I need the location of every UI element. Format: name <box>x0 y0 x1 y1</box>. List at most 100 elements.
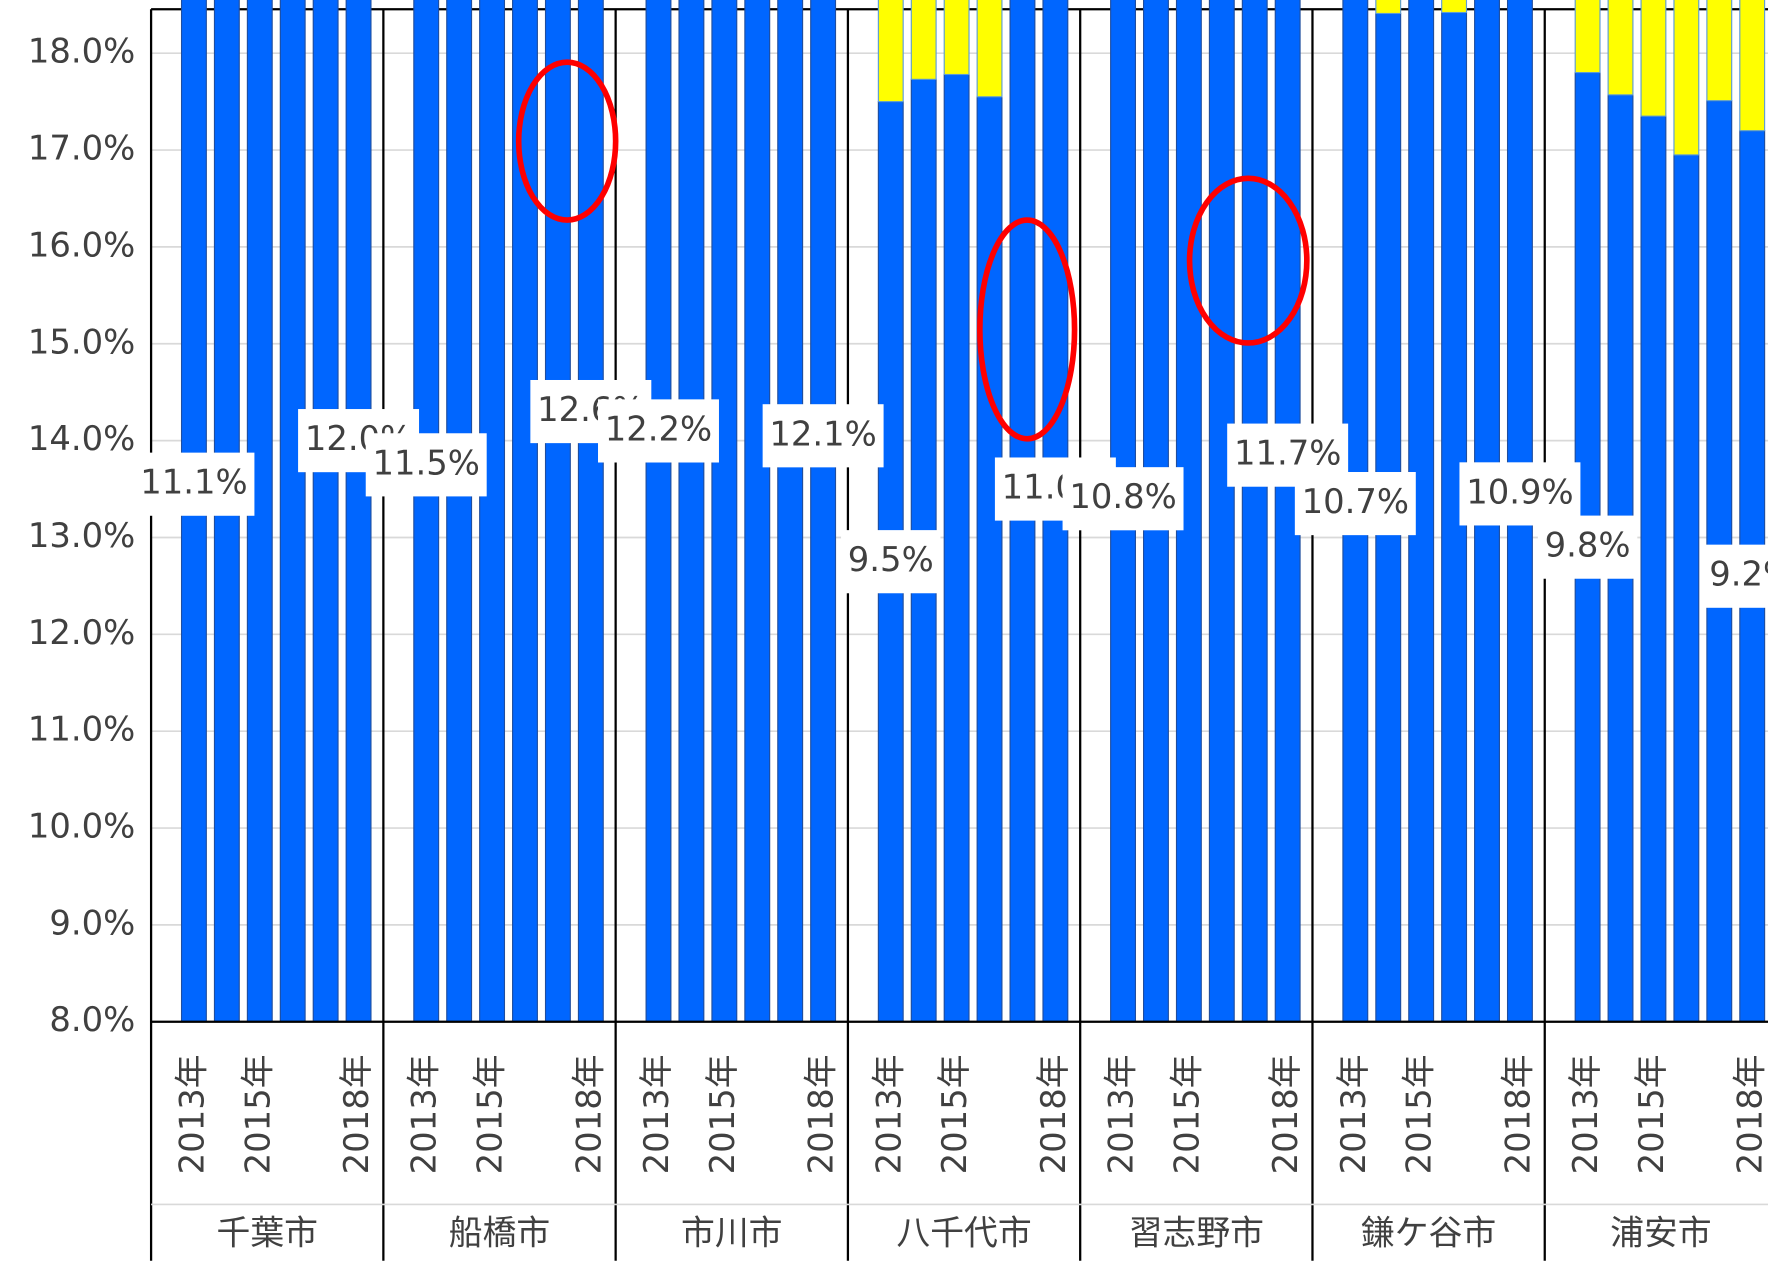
y-tick-label: 12.0% <box>28 613 135 652</box>
highlight-ellipse <box>1186 175 1310 346</box>
bar-segment <box>279 0 306 1023</box>
bar-segment <box>1706 0 1733 102</box>
bar-segment <box>479 0 506 1023</box>
x-tick-label: 2018年 <box>337 1054 376 1174</box>
y-tick-label: 9.0% <box>49 903 135 942</box>
data-label-text: 11.1% <box>140 463 247 502</box>
group-label: 八千代市 <box>896 1213 1031 1252</box>
data-label-text: 11.7% <box>1234 434 1341 473</box>
bar-segment <box>1640 115 1667 1023</box>
group-label: 船橋市 <box>449 1213 550 1252</box>
data-label-text: 12.2% <box>605 409 712 448</box>
data-label: 10.9% <box>1459 462 1581 526</box>
bar-segment <box>877 0 904 103</box>
annotations <box>515 59 1310 442</box>
bar-segment <box>1739 0 1766 132</box>
x-tick-label: 2018年 <box>1731 1054 1768 1174</box>
x-tick-label: 2015年 <box>471 1054 510 1174</box>
y-tick-label: 13.0% <box>28 516 135 555</box>
data-label-box <box>365 433 487 497</box>
data-label-text: 9.5% <box>848 540 934 579</box>
y-tick-label: 14.0% <box>28 419 135 458</box>
data-label: 12.2% <box>598 399 719 463</box>
bar-segment <box>1375 0 1402 15</box>
x-tick-label: 2013年 <box>405 1054 444 1174</box>
bar-segment <box>777 0 804 1023</box>
group-label: 千葉市 <box>217 1213 318 1252</box>
x-tick-label: 2018年 <box>1034 1054 1073 1174</box>
bar-segment <box>1574 0 1601 74</box>
data-label-box <box>1294 472 1416 536</box>
data-label-text: 9.2% <box>1709 555 1768 594</box>
data-label: 11.5% <box>365 433 487 497</box>
bar-segment <box>744 0 771 1023</box>
bar-segment <box>976 96 1003 1023</box>
bar-segment <box>1241 0 1268 1023</box>
y-tick-label: 15.0% <box>28 322 135 361</box>
bar-segment <box>413 0 440 1023</box>
x-tick-label: 2015年 <box>1167 1054 1206 1174</box>
bar-segment <box>645 0 672 1023</box>
data-label-text: 10.9% <box>1466 472 1573 511</box>
x-tick-label: 2013年 <box>1334 1054 1373 1174</box>
bar-segment <box>577 0 604 1023</box>
bar-segment <box>312 0 339 1023</box>
bar-segment <box>1441 0 1468 14</box>
bar-segment <box>544 0 571 1023</box>
data-label-text: 10.7% <box>1302 482 1409 521</box>
bar-segment <box>512 0 538 1023</box>
bar-segment <box>810 0 837 1023</box>
data-label: 10.7% <box>1294 472 1416 536</box>
bar-segment <box>1640 0 1667 117</box>
y-tick-label: 17.0% <box>28 129 135 168</box>
x-tick-label: 2015年 <box>935 1054 974 1174</box>
x-tick-label: 2018年 <box>569 1054 608 1174</box>
data-label-text: 12.1% <box>769 414 876 453</box>
data-label: 9.8% <box>1537 515 1638 579</box>
data-label: 11.1% <box>133 452 255 516</box>
x-tick-label: 2018年 <box>1266 1054 1305 1174</box>
bar-segment <box>943 73 970 1023</box>
x-tick-label: 2013年 <box>1102 1054 1141 1174</box>
data-label: 10.8% <box>1062 467 1184 531</box>
y-tick-label: 11.0% <box>28 710 135 749</box>
data-label-box <box>841 530 941 594</box>
bar-segment <box>1208 0 1235 1023</box>
group-label: 習志野市 <box>1129 1213 1264 1252</box>
bar-segment <box>1673 154 1700 1023</box>
bar-segment <box>910 0 937 80</box>
x-tick-label: 2013年 <box>637 1054 676 1174</box>
data-label-text: 11.5% <box>373 443 480 482</box>
x-tick-label: 2015年 <box>703 1054 742 1174</box>
x-tick-label: 2013年 <box>1566 1054 1605 1174</box>
bar-segment <box>345 0 372 1023</box>
y-tick-label: 8.0% <box>49 1000 135 1039</box>
bar-segment <box>1607 0 1634 96</box>
bar-segment <box>711 0 738 1023</box>
data-label-text: 9.8% <box>1545 526 1631 565</box>
bar-segment <box>976 0 1003 98</box>
x-tick-label: 2013年 <box>869 1054 908 1174</box>
bar-segment <box>446 0 473 1023</box>
y-tick-label: 16.0% <box>28 225 135 264</box>
x-tick-label: 2015年 <box>1632 1054 1671 1174</box>
x-tick-label: 2018年 <box>802 1054 841 1174</box>
data-label-box <box>1459 462 1581 526</box>
data-label: 9.2% <box>1702 544 1768 608</box>
data-label-box <box>1537 515 1638 579</box>
data-label-box <box>1062 467 1184 531</box>
bar-segment <box>943 0 970 76</box>
highlight-ellipse <box>977 217 1078 442</box>
bar-segment <box>1673 0 1700 156</box>
y-tick-label: 10.0% <box>28 807 135 846</box>
data-label-box <box>133 452 255 516</box>
data-label: 9.5% <box>841 530 941 594</box>
data-label-box <box>762 404 884 468</box>
x-tick-label: 2015年 <box>238 1054 277 1174</box>
group-label: 鎌ケ谷市 <box>1361 1213 1496 1252</box>
plot: 8.0% 9.0% 10.0% 11.0% 12.0% 13.0% 14.0% 15.0% 16… <box>28 0 1768 1261</box>
x-tick-label: 2018年 <box>1498 1054 1537 1174</box>
x-tick-label: 2013年 <box>172 1054 211 1174</box>
